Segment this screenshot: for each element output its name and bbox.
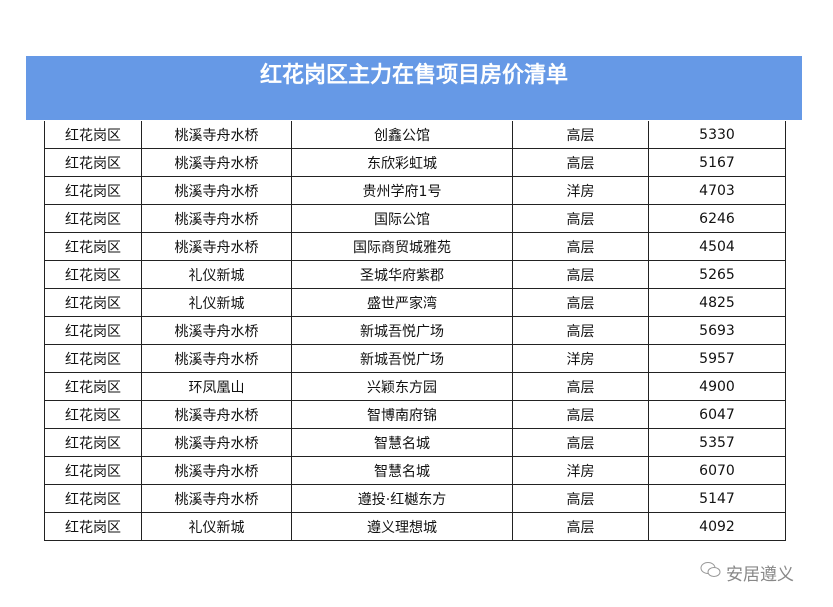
- table-cell: 高层: [512, 260, 649, 289]
- table-cell: 4504: [648, 232, 786, 261]
- table-cell: 遵义理想城: [291, 512, 513, 541]
- table-cell: 洋房: [512, 344, 649, 373]
- table-row: 红花岗区 礼仪新城 遵义理想城 高层 4092: [44, 512, 786, 541]
- table-cell: 红花岗区: [44, 344, 142, 373]
- table-cell: 红花岗区: [44, 456, 142, 485]
- table-row: 红花岗区 礼仪新城 圣城华府紫郡 高层 5265: [44, 260, 786, 289]
- table-cell: 6070: [648, 456, 786, 485]
- table-cell: 4900: [648, 372, 786, 401]
- table-cell: 红花岗区: [44, 204, 142, 233]
- table-cell: 桃溪寺舟水桥: [141, 344, 292, 373]
- table-cell: 4825: [648, 288, 786, 317]
- table-cell: 红花岗区: [44, 428, 142, 457]
- table-cell: 高层: [512, 372, 649, 401]
- table-cell: 桃溪寺舟水桥: [141, 204, 292, 233]
- table-cell: 礼仪新城: [141, 288, 292, 317]
- table-cell: 礼仪新城: [141, 260, 292, 289]
- table-cell: 桃溪寺舟水桥: [141, 484, 292, 513]
- table-row: 红花岗区 桃溪寺舟水桥 国际商贸城雅苑 高层 4504: [44, 232, 786, 261]
- table-cell: 国际公馆: [291, 204, 513, 233]
- table-cell: 桃溪寺舟水桥: [141, 428, 292, 457]
- table-cell: 高层: [512, 204, 649, 233]
- page-title: 红花岗区主力在售项目房价清单: [259, 63, 568, 88]
- table-cell: 桃溪寺舟水桥: [141, 316, 292, 345]
- table-cell: 红花岗区: [44, 260, 142, 289]
- table-cell: 红花岗区: [44, 176, 142, 205]
- watermark: 安居遵义: [700, 560, 794, 585]
- table-cell: 6047: [648, 400, 786, 429]
- table-row: 红花岗区 桃溪寺舟水桥 遵投·红樾东方 高层 5147: [44, 484, 786, 513]
- table-cell: 高层: [512, 288, 649, 317]
- table-row: 红花岗区 桃溪寺舟水桥 智慧名城 洋房 6070: [44, 456, 786, 485]
- table-cell: 红花岗区: [44, 121, 142, 149]
- table-cell: 兴颖东方园: [291, 372, 513, 401]
- table-row: 红花岗区 桃溪寺舟水桥 贵州学府1号 洋房 4703: [44, 176, 786, 205]
- table-row: 红花岗区 环凤凰山 兴颖东方园 高层 4900: [44, 372, 786, 401]
- table-row: 红花岗区 桃溪寺舟水桥 国际公馆 高层 6246: [44, 204, 786, 233]
- table-cell: 红花岗区: [44, 400, 142, 429]
- table-cell: 5957: [648, 344, 786, 373]
- table-cell: 6246: [648, 204, 786, 233]
- table-cell: 桃溪寺舟水桥: [141, 400, 292, 429]
- table-cell: 洋房: [512, 176, 649, 205]
- table-cell: 红花岗区: [44, 372, 142, 401]
- table-cell: 桃溪寺舟水桥: [141, 176, 292, 205]
- table-cell: 智慧名城: [291, 428, 513, 457]
- table-cell: 红花岗区: [44, 288, 142, 317]
- table-cell: 智慧名城: [291, 456, 513, 485]
- table-cell: 国际商贸城雅苑: [291, 232, 513, 261]
- table-row: 红花岗区 桃溪寺舟水桥 东欣彩虹城 高层 5167: [44, 148, 786, 177]
- table-cell: 红花岗区: [44, 484, 142, 513]
- table-cell: 盛世严家湾: [291, 288, 513, 317]
- table-cell: 红花岗区: [44, 512, 142, 541]
- title-banner: 红花岗区主力在售项目房价清单: [26, 56, 802, 120]
- table-cell: 5330: [648, 121, 786, 149]
- wechat-icon: [700, 561, 722, 584]
- table-cell: 新城吾悦广场: [291, 316, 513, 345]
- table-cell: 新城吾悦广场: [291, 344, 513, 373]
- table-cell: 桃溪寺舟水桥: [141, 232, 292, 261]
- table-cell: 礼仪新城: [141, 512, 292, 541]
- table-cell: 智博南府锦: [291, 400, 513, 429]
- table-cell: 5693: [648, 316, 786, 345]
- table-cell: 5357: [648, 428, 786, 457]
- table-cell: 5147: [648, 484, 786, 513]
- table-cell: 高层: [512, 232, 649, 261]
- table-cell: 创鑫公馆: [291, 121, 513, 149]
- table-cell: 5167: [648, 148, 786, 177]
- table-cell: 4703: [648, 176, 786, 205]
- table-cell: 桃溪寺舟水桥: [141, 456, 292, 485]
- table-cell: 高层: [512, 484, 649, 513]
- table-cell: 桃溪寺舟水桥: [141, 148, 292, 177]
- table-cell: 红花岗区: [44, 148, 142, 177]
- table-cell: 高层: [512, 512, 649, 541]
- table-row: 红花岗区 桃溪寺舟水桥 智博南府锦 高层 6047: [44, 400, 786, 429]
- table-cell: 圣城华府紫郡: [291, 260, 513, 289]
- table-row: 红花岗区 桃溪寺舟水桥 创鑫公馆 高层 5330: [44, 121, 786, 149]
- table-cell: 环凤凰山: [141, 372, 292, 401]
- table-cell: 高层: [512, 121, 649, 149]
- table-cell: 洋房: [512, 456, 649, 485]
- price-table: 红花岗区 桃溪寺舟水桥 创鑫公馆 高层 5330 红花岗区 桃溪寺舟水桥 东欣彩虹城 高层 516…: [44, 121, 786, 541]
- table-cell: 高层: [512, 400, 649, 429]
- table-cell: 4092: [648, 512, 786, 541]
- table-cell: 红花岗区: [44, 232, 142, 261]
- table-row: 红花岗区 桃溪寺舟水桥 新城吾悦广场 洋房 5957: [44, 344, 786, 373]
- table-cell: 桃溪寺舟水桥: [141, 121, 292, 149]
- table-cell: 遵投·红樾东方: [291, 484, 513, 513]
- table-row: 红花岗区 桃溪寺舟水桥 新城吾悦广场 高层 5693: [44, 316, 786, 345]
- table-cell: 5265: [648, 260, 786, 289]
- watermark-text: 安居遵义: [726, 565, 794, 585]
- table-cell: 红花岗区: [44, 316, 142, 345]
- table-cell: 高层: [512, 316, 649, 345]
- table-cell: 高层: [512, 148, 649, 177]
- table-row: 红花岗区 桃溪寺舟水桥 智慧名城 高层 5357: [44, 428, 786, 457]
- table-cell: 高层: [512, 428, 649, 457]
- table-cell: 贵州学府1号: [291, 176, 513, 205]
- table-cell: 东欣彩虹城: [291, 148, 513, 177]
- table-row: 红花岗区 礼仪新城 盛世严家湾 高层 4825: [44, 288, 786, 317]
